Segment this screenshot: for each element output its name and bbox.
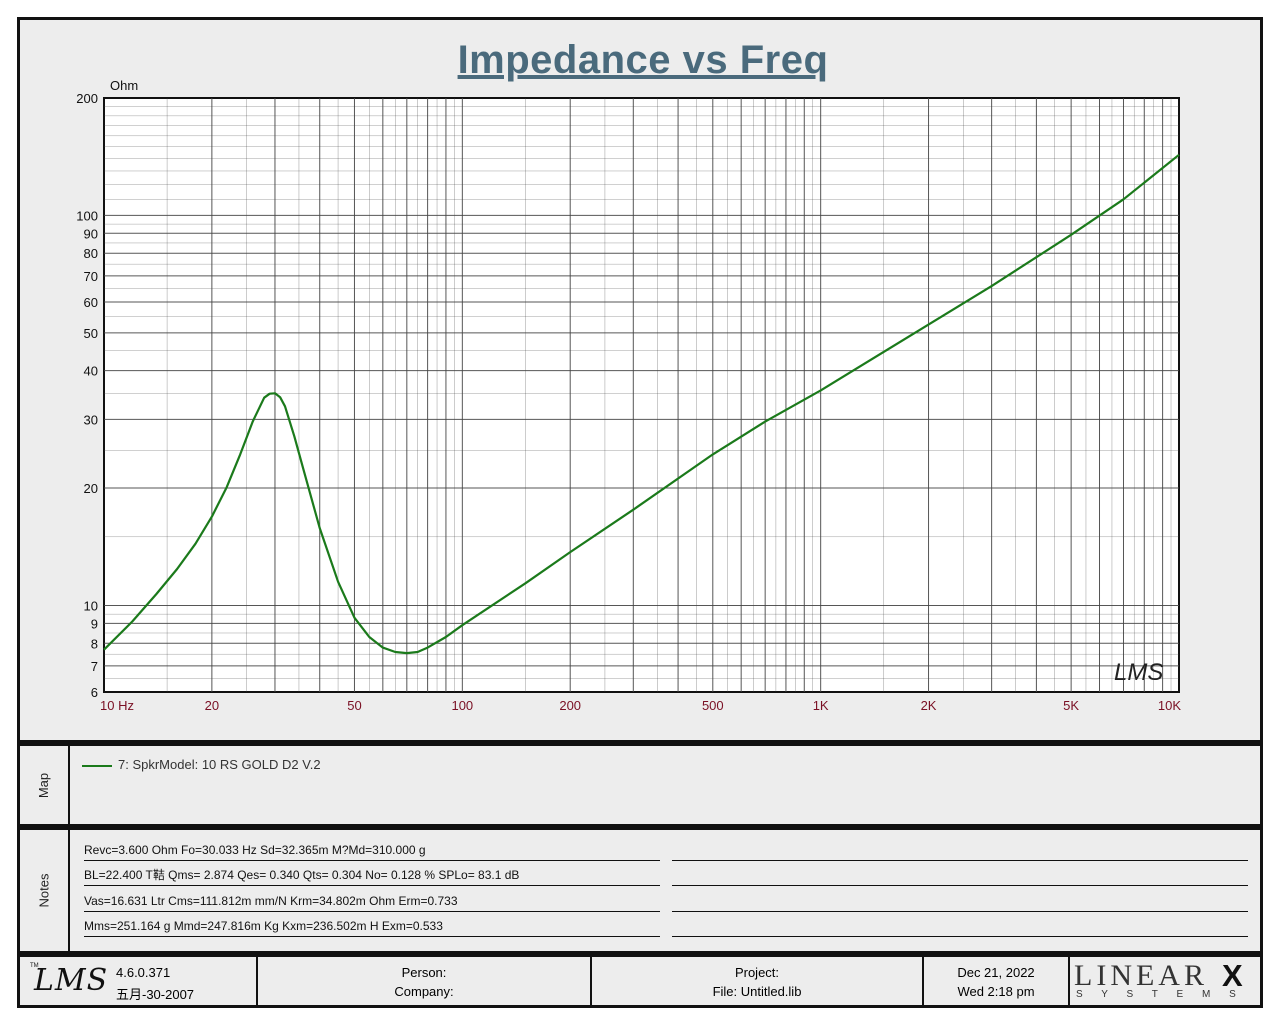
note-blank-3 xyxy=(672,893,1248,912)
x-tick-label: 10K xyxy=(1158,698,1181,713)
linearx-logo: LINEAR X S Y S T E M S xyxy=(1070,957,1260,1005)
notes-label-text: Notes xyxy=(36,873,52,908)
notes-side-label: Notes xyxy=(20,830,70,951)
version-text: 4.6.0.371 xyxy=(116,965,171,980)
grid xyxy=(103,97,1180,693)
map-side-label: Map xyxy=(20,746,70,824)
y-tick-label: 80 xyxy=(84,246,98,261)
note-blank-1 xyxy=(672,842,1248,861)
x-tick-label: 10 Hz xyxy=(100,698,134,713)
y-tick-label: 100 xyxy=(76,208,98,223)
y-tick-label: 7 xyxy=(91,659,98,674)
y-tick-label: 8 xyxy=(91,636,98,651)
series xyxy=(103,153,1180,655)
note-line-4: Mms=251.164 g Mmd=247.816m Kg Kxm=236.50… xyxy=(84,918,660,937)
note-line-3: Vas=16.631 Ltr Cms=111.812m mm/N Krm=34.… xyxy=(84,893,660,912)
chart-panel: Impedance vs Freq 6 7 8 9 10 20 30 40 50 60 70 80 90… xyxy=(17,17,1263,743)
build-date-text: 五月-30-2007 xyxy=(116,987,195,1002)
lms-logo: LMS xyxy=(34,963,109,998)
note-line-1: Revc=3.600 Ohm Fo=30.033 Hz Sd=32.365m M… xyxy=(84,842,660,861)
lms-logo-tm: TM xyxy=(30,963,39,969)
linearx-brand-main: LINEAR xyxy=(1074,959,1208,992)
date-text: Dec 21, 2022 xyxy=(957,965,1035,980)
y-tick-label: 90 xyxy=(84,226,98,241)
footer-project-cell: Project: File: Untitled.lib xyxy=(592,957,924,1005)
x-tick-label: 20 xyxy=(205,698,219,713)
x-tick-label: 1K xyxy=(813,698,829,713)
x-tick-label: 5K xyxy=(1063,698,1079,713)
time-text: Wed 2:18 pm xyxy=(957,984,1035,999)
project-label: Project: xyxy=(734,965,780,980)
person-label: Person: xyxy=(401,965,447,980)
y-tick-labels: 6 7 8 9 10 20 30 40 50 60 70 80 90 100 200 xyxy=(76,91,98,700)
y-tick-label: 50 xyxy=(84,326,98,341)
y-tick-label: 10 xyxy=(84,598,98,613)
y-tick-label: 20 xyxy=(84,481,98,496)
legend-entry: 7: SpkrModel: 10 RS GOLD D2 V.2 xyxy=(118,757,321,772)
note-line-2: BL=22.400 T鞊 Qms= 2.874 Qes= 0.340 Qts= … xyxy=(84,867,660,886)
footer-version-cell: TM LMS 4.6.0.371 五月-30-2007 xyxy=(20,957,258,1005)
map-panel: Map 7: SpkrModel: 10 RS GOLD D2 V.2 xyxy=(17,743,1263,827)
impedance-curve xyxy=(103,153,1180,655)
footer-person-cell: Person: Company: xyxy=(258,957,592,1005)
y-tick-label: 6 xyxy=(91,685,98,700)
company-label: Company: xyxy=(394,984,454,999)
x-tick-labels: 10 Hz 20 50 100 200 500 1K 2K 5K 10K xyxy=(100,698,1181,713)
map-label-text: Map xyxy=(36,772,52,798)
y-tick-label: 70 xyxy=(84,269,98,284)
y-axis-label: Ohm xyxy=(110,78,138,93)
notes-panel: Notes Revc=3.600 Ohm Fo=30.033 Hz Sd=32.… xyxy=(17,827,1263,954)
y-tick-label: 9 xyxy=(91,616,98,631)
x-tick-label: 500 xyxy=(702,698,724,713)
footer-panel: TM LMS 4.6.0.371 五月-30-2007 Person: Comp… xyxy=(17,954,1263,1008)
note-blank-4 xyxy=(672,918,1248,937)
x-tick-label: 200 xyxy=(559,698,581,713)
plot-area xyxy=(103,97,1180,693)
note-blank-2 xyxy=(672,867,1248,886)
x-tick-label: 2K xyxy=(921,698,937,713)
footer-date-cell: Dec 21, 2022 Wed 2:18 pm xyxy=(924,957,1070,1005)
legend-swatch xyxy=(82,765,112,767)
x-tick-label: 50 xyxy=(347,698,361,713)
y-tick-label: 30 xyxy=(84,412,98,427)
lms-watermark: LMS xyxy=(1114,659,1163,686)
y-tick-label: 200 xyxy=(76,91,98,106)
file-label: File: Untitled.lib xyxy=(712,984,802,999)
linearx-brand-sub: S Y S T E M S xyxy=(1076,989,1244,1000)
y-tick-label: 60 xyxy=(84,295,98,310)
linearx-brand-x: X xyxy=(1222,958,1243,993)
x-tick-label: 100 xyxy=(451,698,473,713)
chart-title: Impedance vs Freq xyxy=(457,38,829,82)
y-tick-label: 40 xyxy=(84,364,98,379)
